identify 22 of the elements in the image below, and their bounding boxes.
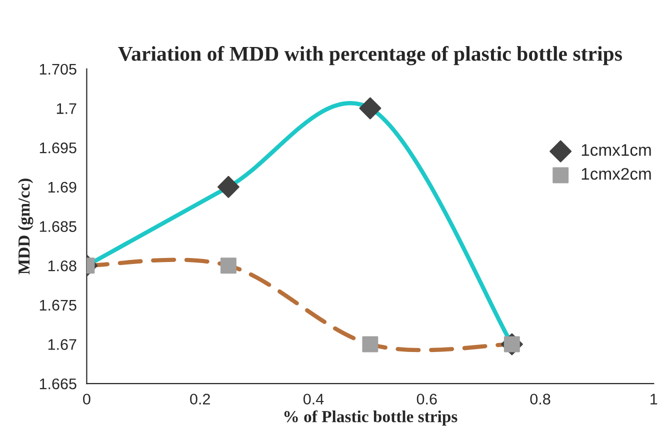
x-tick-label: 0.2 <box>190 394 210 405</box>
y-tick-label: 1.665 <box>40 378 76 390</box>
x-tick-label: 0.4 <box>303 394 324 405</box>
y-tick-label: 1.675 <box>40 300 76 311</box>
legend-label: 1cmx2cm <box>582 168 651 180</box>
x-tick-label: 0.8 <box>530 394 550 405</box>
y-axis-title: MDD (gm/cc) <box>18 178 34 274</box>
x-tick-label: 1 <box>650 394 658 404</box>
y-tick-label: 1.67 <box>48 339 76 350</box>
y-tick-label: 1.685 <box>40 221 76 232</box>
chart-title: Variation of MDD with percentage of plastic bottle strips <box>118 46 622 66</box>
y-tick-label: 1.695 <box>40 142 76 154</box>
point <box>359 97 382 120</box>
y-tick-label: 1.705 <box>40 64 76 75</box>
y-tick-label: 1.68 <box>48 260 76 272</box>
point <box>362 336 378 352</box>
x-tick-label: 0 <box>83 394 90 405</box>
y-tick-label: 1.7 <box>56 103 76 114</box>
y-tick-label: 1.69 <box>48 182 76 193</box>
x-tick-label: 0.6 <box>416 394 437 405</box>
x-axis-title: % of Plastic bottle strips <box>284 410 458 426</box>
legend-label: 1cmx1cm <box>582 144 651 156</box>
